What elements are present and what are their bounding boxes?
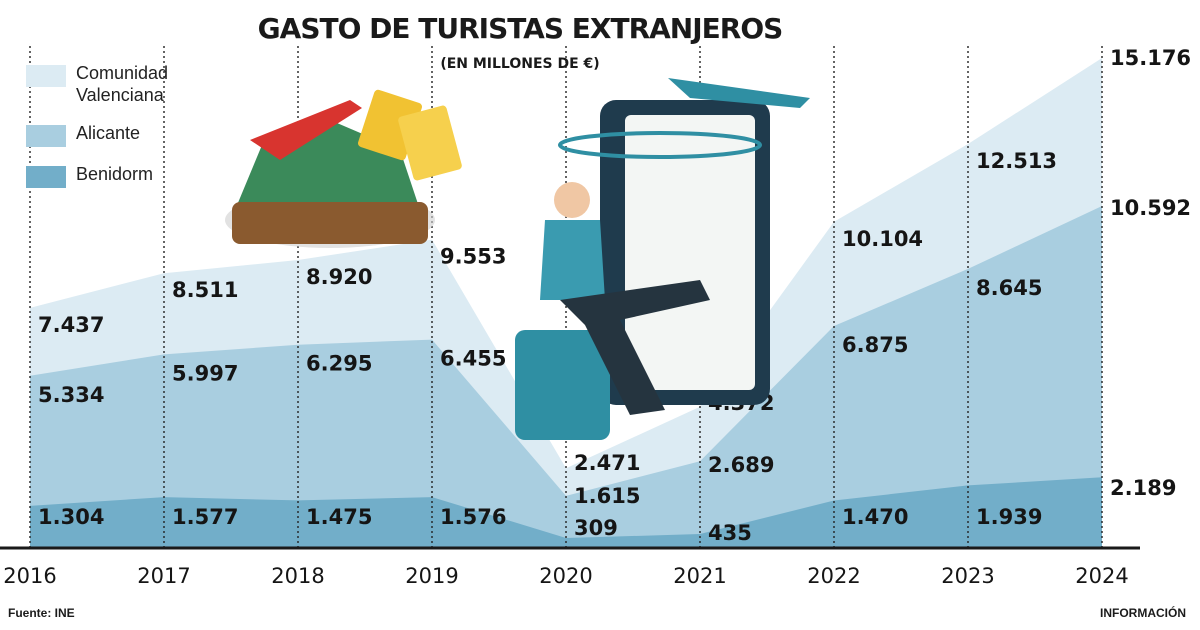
label-benidorm-2023: 1.939: [976, 505, 1042, 529]
x-tick-2021: 2021: [673, 564, 726, 588]
orbit-illustration: [558, 131, 762, 159]
label-alicante-2016: 5.334: [38, 383, 104, 407]
label-alicante-2021: 2.689: [708, 453, 774, 477]
legend-item-comunidad-valenciana: Comunidad Valenciana: [26, 62, 196, 106]
label-benidorm-2024: 2.189: [1110, 476, 1176, 500]
source-note: Fuente: INE: [8, 606, 75, 620]
legend-swatch-benidorm: [26, 166, 66, 188]
label-comunidad-valenciana-2017: 8.511: [172, 278, 238, 302]
legend-label-alicante: Alicante: [76, 123, 141, 143]
label-alicante-2024: 10.592: [1110, 196, 1191, 220]
label-alicante-2023: 8.645: [976, 276, 1042, 300]
label-comunidad-valenciana-2019: 9.553: [440, 245, 506, 269]
label-benidorm-2019: 1.576: [440, 505, 506, 529]
chart-title: GASTO DE TURISTAS EXTRANJEROS: [257, 12, 784, 45]
legend-label-comunidad-valenciana: Comunidad Valenciana: [76, 63, 169, 105]
label-alicante-2017: 5.997: [172, 361, 238, 385]
traveller-body-illustration: [540, 220, 605, 300]
label-benidorm-2017: 1.577: [172, 505, 238, 529]
label-alicante-2022: 6.875: [842, 333, 908, 357]
traveller-head-illustration: [554, 182, 590, 218]
legend-swatch-comunidad-valenciana: [26, 65, 66, 87]
label-benidorm-2018: 1.475: [306, 505, 372, 529]
x-tick-2023: 2023: [941, 564, 994, 588]
legend-item-alicante: Alicante: [26, 122, 196, 147]
red-plane-illustration: [250, 100, 362, 160]
label-benidorm-2016: 1.304: [38, 505, 104, 529]
ticket-illustration-2: [398, 105, 462, 181]
blue-plane-illustration: [668, 78, 810, 108]
label-alicante-2020: 1.615: [574, 484, 640, 508]
label-benidorm-2022: 1.470: [842, 505, 908, 529]
x-tick-2020: 2020: [539, 564, 592, 588]
x-tick-2018: 2018: [271, 564, 324, 588]
x-tick-2024: 2024: [1075, 564, 1128, 588]
legend-label-benidorm: Benidorm: [76, 164, 154, 184]
label-alicante-2019: 6.455: [440, 347, 506, 371]
x-tick-2022: 2022: [807, 564, 860, 588]
brand-logo: INFORMACIÓN: [1100, 606, 1186, 620]
legend-swatch-alicante: [26, 125, 66, 147]
suitcase-illustration: [515, 330, 610, 440]
traveller-legs-illustration: [560, 280, 710, 415]
chart-subtitle: (EN MILLONES DE €): [440, 56, 600, 72]
label-comunidad-valenciana-2016: 7.437: [38, 313, 104, 337]
wallet-illustration: [232, 202, 428, 244]
label-benidorm-2020: 309: [574, 516, 618, 540]
label-comunidad-valenciana-2023: 12.513: [976, 149, 1057, 173]
x-tick-2019: 2019: [405, 564, 458, 588]
legend-item-benidorm: Benidorm: [26, 163, 196, 188]
label-alicante-2018: 6.295: [306, 352, 372, 376]
x-tick-2016: 2016: [3, 564, 56, 588]
label-comunidad-valenciana-2024: 15.176: [1110, 46, 1191, 70]
area-benidorm: [30, 477, 1102, 548]
x-tick-2017: 2017: [137, 564, 190, 588]
label-comunidad-valenciana-2022: 10.104: [842, 227, 923, 251]
label-comunidad-valenciana-2018: 8.920: [306, 265, 372, 289]
label-comunidad-valenciana-2020: 2.471: [574, 451, 640, 475]
legend: Comunidad Valenciana Alicante Benidorm: [26, 62, 196, 204]
boarding-pass-illustration: [625, 115, 755, 390]
label-benidorm-2021: 435: [708, 521, 752, 545]
